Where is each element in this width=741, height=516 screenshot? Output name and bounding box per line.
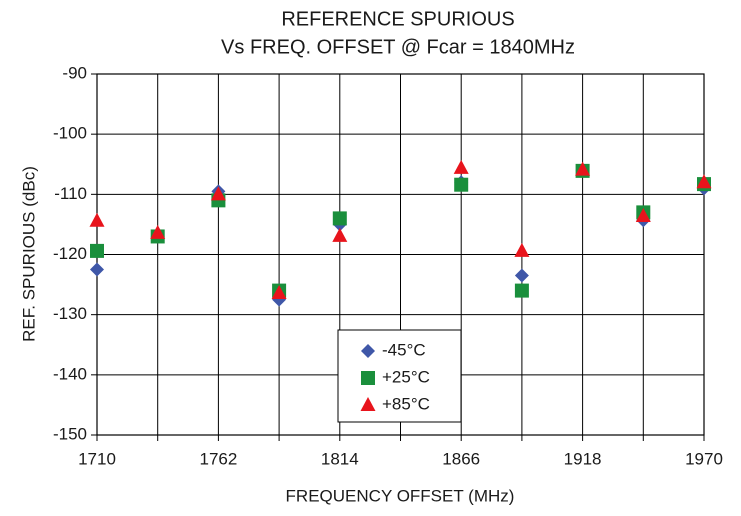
chart-title: REFERENCE SPURIOUS	[281, 8, 514, 30]
marker	[332, 227, 348, 242]
marker	[90, 262, 104, 277]
marker	[514, 268, 529, 283]
y-tick-label: -130	[53, 304, 87, 323]
marker	[453, 159, 469, 174]
x-tick-label: 1762	[199, 449, 237, 468]
x-tick-label: 1710	[78, 449, 116, 468]
legend-label: +25°C	[382, 367, 430, 386]
y-tick-label: -140	[53, 364, 87, 383]
y-tick-label: -120	[53, 244, 87, 263]
x-tick-label: 1918	[564, 449, 602, 468]
x-axis-label: FREQUENCY OFFSET (MHz)	[286, 486, 515, 505]
legend	[337, 329, 462, 423]
marker	[635, 207, 651, 222]
marker	[514, 242, 530, 257]
marker	[514, 283, 529, 298]
marker	[150, 224, 166, 239]
legend-marker	[360, 397, 376, 411]
y-axis-label: REF. SPURIOUS (dBc)	[19, 166, 38, 342]
y-tick-label: -90	[62, 63, 87, 82]
marker	[575, 161, 591, 176]
marker	[90, 243, 104, 258]
marker	[696, 174, 712, 189]
x-tick-label: 1866	[442, 449, 480, 468]
marker	[210, 186, 226, 201]
x-tick-label: 1814	[321, 449, 359, 468]
legend-label: -45°C	[382, 340, 426, 359]
marker	[454, 177, 469, 192]
y-tick-label: -110	[54, 184, 87, 203]
marker	[332, 211, 347, 226]
legend-label: +85°C	[382, 394, 430, 413]
legend-marker	[361, 344, 375, 358]
marker	[271, 285, 287, 300]
x-tick-label: 1970	[685, 449, 723, 468]
marker	[89, 212, 105, 227]
legend-marker	[361, 371, 375, 385]
y-tick-label: -100	[53, 124, 87, 143]
y-tick-label: -150	[53, 424, 87, 443]
chart-subtitle: Vs FREQ. OFFSET @ Fcar = 1840MHz	[221, 36, 575, 58]
